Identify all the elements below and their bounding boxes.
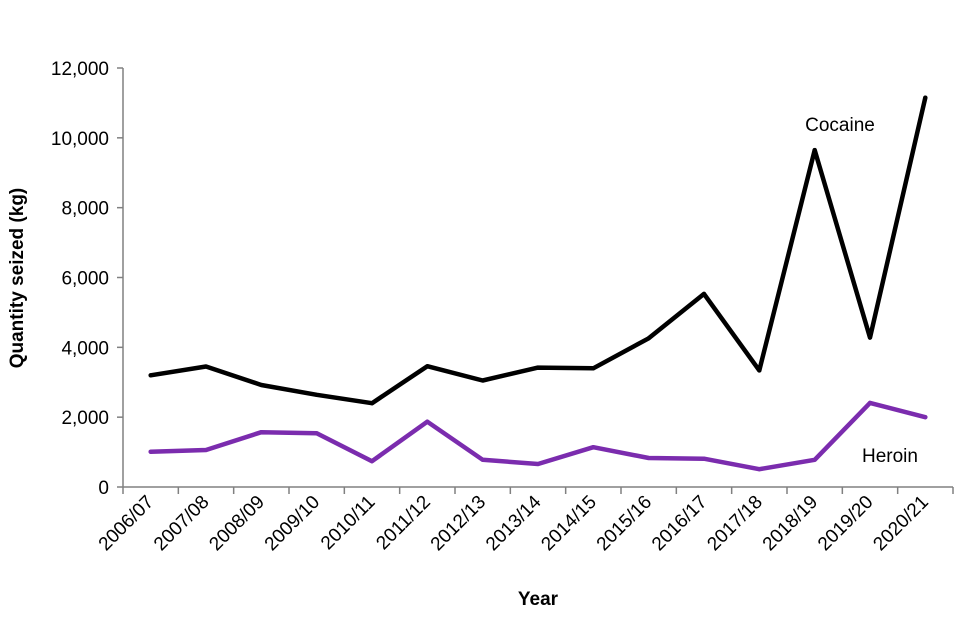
series-line-cocaine [148,95,928,406]
data-point-cocaine [148,373,153,378]
x-tick-label: 2007/08 [150,492,213,555]
data-point-cocaine [370,401,374,406]
x-tick-label: 2011/12 [372,492,434,554]
x-axis: 2006/072007/082008/092009/102010/112011/… [95,486,954,555]
x-tick-label: 2006/07 [95,492,158,555]
data-point-cocaine [923,95,928,100]
data-point-cocaine [536,365,540,370]
data-point-heroin [259,430,264,435]
data-point-heroin [370,459,374,464]
data-point-cocaine [425,364,430,369]
data-point-heroin [646,456,651,461]
data-point-cocaine [259,383,264,388]
data-point-cocaine [757,368,762,373]
series-line-heroin [148,400,928,472]
data-point-cocaine [314,392,319,397]
x-tick-label: 2013/14 [482,491,546,555]
data-point-cocaine [868,335,872,340]
x-axis-title: Year [518,589,559,610]
y-tick-label: 10,000 [51,129,109,150]
y-tick-label: 4,000 [61,338,109,359]
x-tick-label: 2009/10 [261,492,324,555]
data-point-heroin [923,415,928,420]
x-tick-label: 2016/17 [648,492,711,555]
x-tick-label: 2019/20 [814,492,877,555]
data-point-cocaine [812,148,817,153]
series-label-heroin: Heroin [862,446,918,467]
data-point-heroin [480,457,485,462]
x-tick-label: 2017/18 [703,492,766,555]
x-tick-label: 2015/16 [593,492,656,555]
data-point-heroin [757,467,762,472]
y-tick-label: 12,000 [51,59,109,80]
data-point-heroin [591,445,596,450]
y-tick-label: 8,000 [61,199,109,220]
data-point-heroin [868,400,872,405]
x-tick-label: 2008/09 [205,492,268,555]
x-tick-label: 2012/13 [427,492,490,555]
data-point-cocaine [480,378,485,383]
data-point-cocaine [204,364,208,369]
x-tick-label: 2014/15 [537,492,600,555]
y-axis-title: Quantity seized (kg) [7,188,28,369]
data-point-heroin [702,456,706,461]
data-point-heroin [425,419,430,424]
y-tick-label: 6,000 [61,269,109,290]
x-tick-label: 2010/11 [317,492,379,554]
data-point-heroin [536,461,540,466]
data-point-cocaine [646,336,651,341]
data-point-cocaine [702,291,706,296]
data-point-heroin [148,449,153,454]
series-lines [148,95,928,472]
y-tick-label: 0 [98,478,109,499]
y-axis: 0 2,000 4,000 6,000 8,000 10,000 12,000 [51,59,124,499]
series-label-cocaine: Cocaine [805,115,875,136]
x-tick-label: 2020/21 [869,492,932,555]
data-point-heroin [314,431,319,436]
data-point-heroin [204,447,208,452]
y-tick-label: 2,000 [61,408,109,429]
data-point-cocaine [591,366,596,371]
x-tick-label: 2018/19 [759,492,822,555]
data-point-heroin [812,457,817,462]
